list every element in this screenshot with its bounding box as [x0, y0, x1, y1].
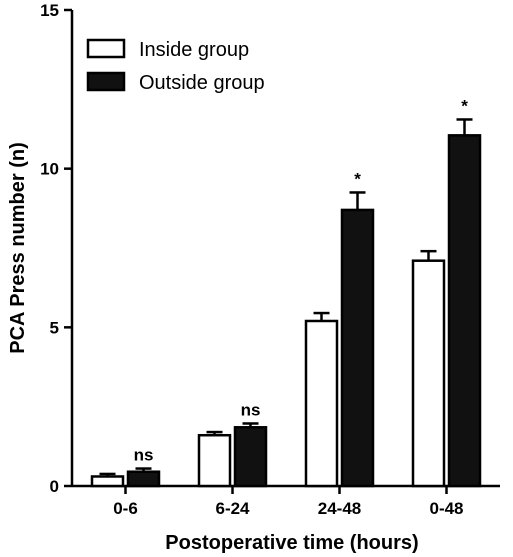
- significance-label: ns: [241, 400, 261, 419]
- legend-swatch-outside: [86, 71, 126, 92]
- x-tick-label: 24-48: [318, 499, 361, 518]
- significance-label: *: [354, 169, 361, 188]
- bars: ns ns * *: [90, 96, 482, 488]
- significance-label: *: [461, 96, 468, 115]
- y-tick-label: 0: [50, 477, 59, 496]
- bar-outside: [340, 208, 375, 488]
- y-tick-label: 15: [40, 1, 59, 20]
- legend-label-inside: Inside group: [139, 39, 249, 61]
- bar-inside: [411, 259, 446, 488]
- x-axis-title: Postoperative time (hours): [165, 532, 418, 554]
- significance-label: ns: [134, 446, 154, 465]
- bar-outside: [447, 134, 482, 488]
- x-tick-label: 0-48: [429, 499, 463, 518]
- bar-inside: [304, 319, 339, 488]
- bar-outside: [233, 426, 268, 488]
- legend-label-outside: Outside group: [139, 72, 265, 94]
- bar-inside: [90, 475, 125, 488]
- y-tick-label: 5: [50, 318, 59, 337]
- bar-inside: [197, 433, 232, 488]
- legend-swatch-inside: [86, 38, 126, 59]
- bar-outside: [126, 470, 161, 488]
- y-tick-label: 10: [40, 160, 59, 179]
- y-axis-title: PCA Press number (n): [7, 142, 29, 354]
- x-tick-label: 6-24: [215, 499, 250, 518]
- x-tick-label: 0-6: [113, 499, 138, 518]
- legend: Inside group Outside group: [86, 38, 265, 94]
